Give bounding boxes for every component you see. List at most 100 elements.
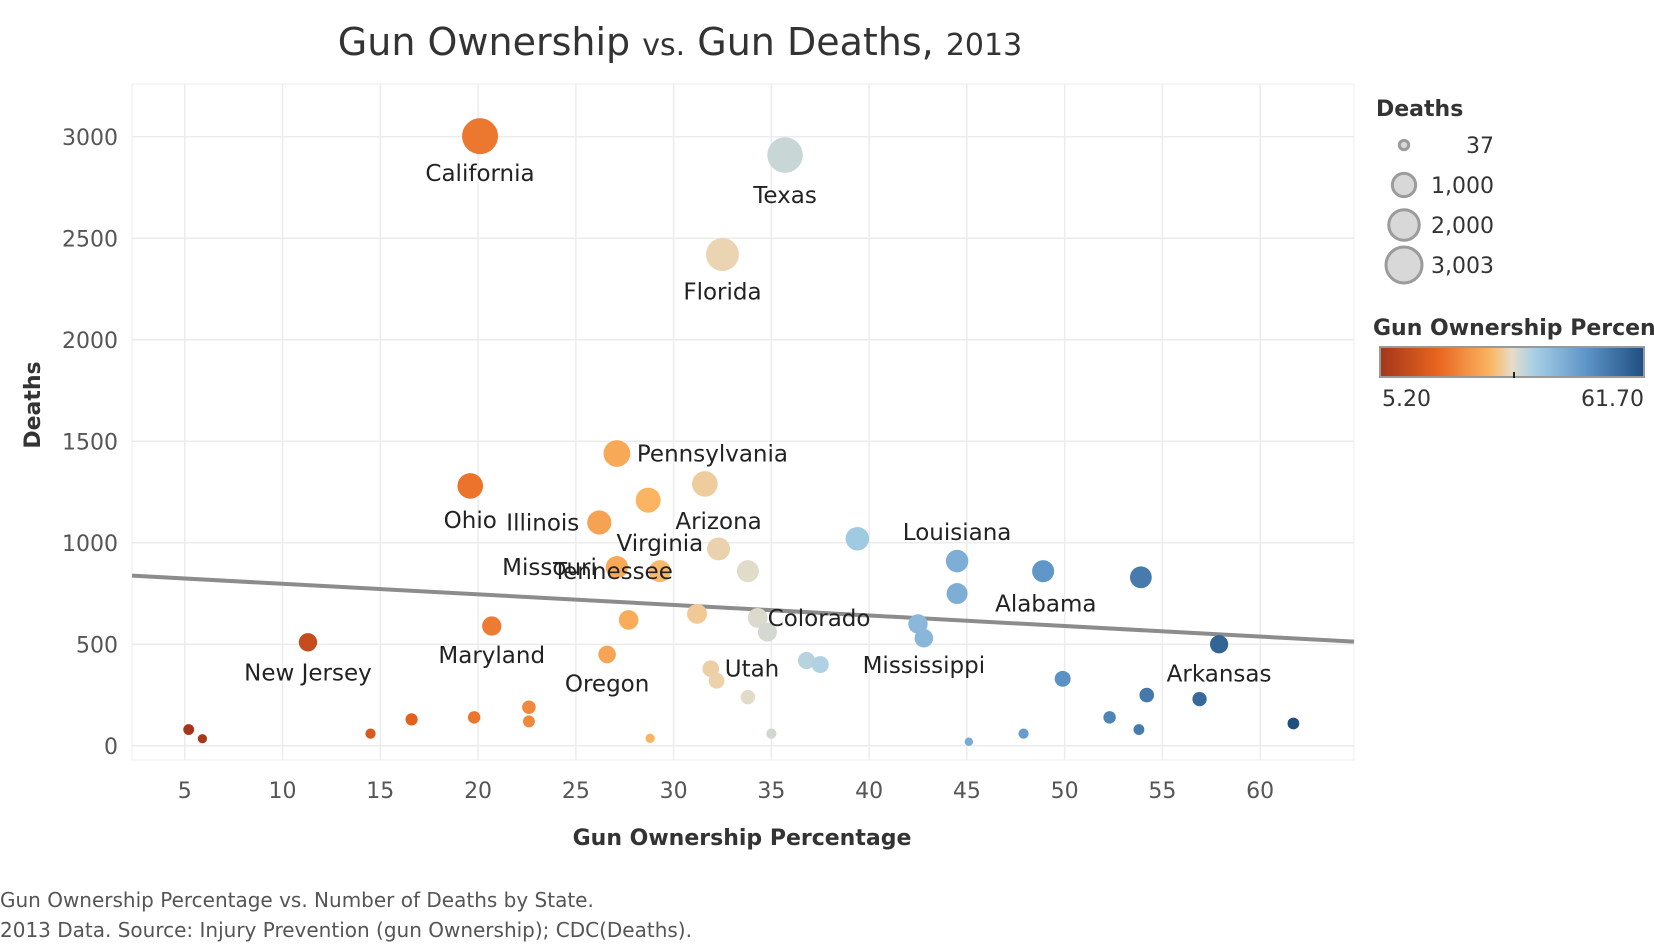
point-labels: California Texas Florida Pennsylvania Ohio Il… bbox=[244, 161, 1271, 697]
data-point bbox=[740, 689, 756, 705]
data-point bbox=[1209, 635, 1229, 654]
y-tick-label: 2500 bbox=[62, 227, 118, 252]
state-label: Colorado bbox=[768, 606, 871, 632]
data-point bbox=[1133, 724, 1145, 735]
state-label: Texas bbox=[752, 183, 817, 209]
state-label: New Jersey bbox=[244, 660, 372, 686]
data-point bbox=[946, 583, 968, 605]
y-axis-ticks: 0 500 1000 1500 2000 2500 3000 bbox=[62, 126, 118, 760]
state-label: Oregon bbox=[565, 671, 649, 697]
x-axis-title: Gun Ownership Percentage bbox=[573, 826, 912, 851]
data-point bbox=[648, 560, 671, 583]
chart-title: Gun Ownership vs. Gun Deaths, 2013 bbox=[338, 20, 1022, 64]
title-part-3: Gun Deaths, bbox=[697, 20, 933, 64]
data-point bbox=[197, 734, 208, 744]
y-axis-title: Deaths bbox=[21, 361, 46, 448]
data-point bbox=[522, 715, 535, 728]
data-point bbox=[757, 622, 777, 642]
size-legend-circle bbox=[1397, 138, 1411, 152]
data-point bbox=[914, 628, 934, 648]
data-point bbox=[462, 118, 499, 155]
color-legend-max: 61.70 bbox=[1581, 387, 1644, 412]
data-point bbox=[707, 537, 731, 561]
grid bbox=[131, 83, 1355, 761]
data-point bbox=[692, 471, 718, 497]
caption-line-2: 2013 Data. Source: Injury Prevention (gu… bbox=[0, 918, 692, 942]
x-tick-label: 25 bbox=[562, 779, 590, 804]
data-point bbox=[365, 728, 376, 739]
data-point bbox=[706, 238, 739, 271]
data-point bbox=[845, 526, 870, 551]
data-point bbox=[482, 616, 502, 636]
data-point bbox=[964, 737, 974, 746]
data-point bbox=[1139, 687, 1155, 703]
x-tick-label: 30 bbox=[660, 779, 688, 804]
data-point bbox=[1103, 711, 1116, 724]
size-legend-circle bbox=[1384, 245, 1424, 285]
state-label: California bbox=[425, 161, 534, 187]
caption-line-1: Gun Ownership Percentage vs. Number of D… bbox=[0, 888, 594, 912]
y-tick-label: 2000 bbox=[62, 329, 118, 354]
trend-line bbox=[131, 573, 1355, 644]
color-legend-min: 5.20 bbox=[1382, 387, 1431, 412]
y-tick-label: 0 bbox=[104, 735, 118, 760]
data-point bbox=[797, 651, 816, 670]
data-point bbox=[1054, 670, 1071, 687]
y-tick-label: 1000 bbox=[62, 532, 118, 557]
title-part-2: vs. bbox=[642, 28, 685, 63]
size-legend: Deaths 37 1,000 2,000 3,003 bbox=[1376, 97, 1494, 285]
x-tick-label: 50 bbox=[1051, 779, 1079, 804]
data-point bbox=[1129, 566, 1152, 589]
title-part-4: 2013 bbox=[946, 28, 1022, 63]
size-legend-label: 3,003 bbox=[1431, 254, 1494, 279]
data-point bbox=[183, 724, 195, 735]
data-point bbox=[1018, 728, 1029, 739]
state-label: Alabama bbox=[995, 592, 1096, 618]
y-tick-label: 500 bbox=[76, 633, 118, 658]
data-point bbox=[1192, 691, 1207, 707]
x-tick-label: 10 bbox=[269, 779, 297, 804]
data-point bbox=[1032, 560, 1055, 583]
data-point bbox=[603, 440, 631, 467]
x-tick-label: 45 bbox=[953, 779, 981, 804]
state-label: Mississippi bbox=[863, 653, 986, 679]
y-tick-label: 1500 bbox=[62, 430, 118, 455]
data-point bbox=[1287, 717, 1300, 730]
data-point bbox=[811, 656, 829, 674]
x-axis-ticks: 5 10 15 20 25 30 35 40 45 50 55 60 bbox=[178, 779, 1274, 804]
data-point bbox=[467, 711, 481, 724]
x-tick-label: 15 bbox=[366, 779, 394, 804]
x-tick-label: 5 bbox=[178, 779, 192, 804]
title-part-1: Gun Ownership bbox=[338, 20, 630, 64]
data-point bbox=[766, 728, 777, 739]
size-legend-title: Deaths bbox=[1376, 97, 1463, 122]
data-point bbox=[645, 733, 655, 743]
state-label: Utah bbox=[725, 657, 780, 683]
trend-line-group bbox=[131, 573, 1355, 644]
data-point bbox=[908, 614, 928, 634]
data-point bbox=[522, 700, 536, 714]
size-legend-circle bbox=[1387, 208, 1421, 242]
size-legend-label: 2,000 bbox=[1431, 214, 1494, 239]
state-label: Louisiana bbox=[903, 520, 1012, 546]
x-tick-label: 35 bbox=[757, 779, 785, 804]
data-point bbox=[945, 549, 969, 573]
state-label: Ohio bbox=[444, 508, 497, 534]
data-point bbox=[767, 137, 803, 173]
data-point bbox=[298, 633, 318, 652]
y-tick-label: 3000 bbox=[62, 126, 118, 151]
data-point bbox=[747, 608, 768, 628]
state-label: Arizona bbox=[675, 509, 761, 535]
state-label: Tennessee bbox=[552, 559, 673, 585]
size-legend-label: 37 bbox=[1466, 134, 1494, 159]
x-tick-label: 40 bbox=[855, 779, 883, 804]
data-point bbox=[618, 610, 639, 630]
data-point bbox=[635, 487, 661, 513]
data-point bbox=[708, 672, 725, 689]
state-label: Illinois bbox=[506, 510, 579, 536]
state-label: Pennsylvania bbox=[637, 441, 788, 467]
state-label: Arkansas bbox=[1167, 661, 1272, 687]
data-point bbox=[736, 560, 759, 583]
state-label: Virginia bbox=[617, 531, 704, 557]
